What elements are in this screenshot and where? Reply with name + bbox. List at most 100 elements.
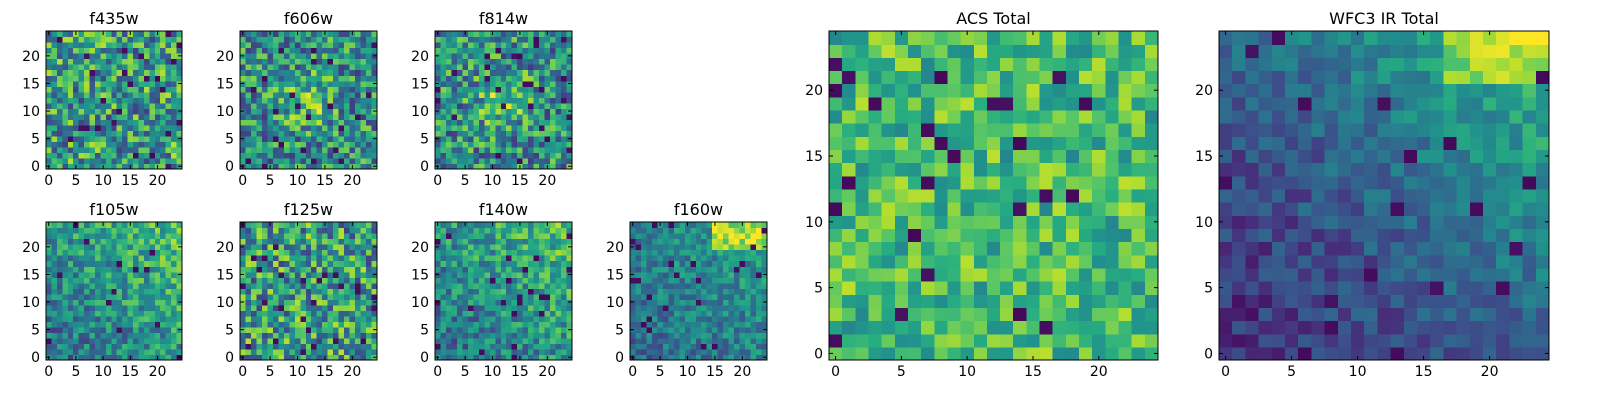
heatmap-cell xyxy=(462,348,469,356)
heatmap-cell xyxy=(294,47,301,54)
heatmap-cell xyxy=(316,233,323,240)
heatmap-cell xyxy=(550,80,557,87)
heatmap-cell xyxy=(435,157,442,165)
heatmap-cell xyxy=(500,86,507,93)
heatmap-cell xyxy=(176,119,183,126)
heatmap-cell xyxy=(550,146,557,154)
heatmap-cell xyxy=(73,271,80,278)
heatmap-cell xyxy=(462,69,469,76)
heatmap-cell xyxy=(327,135,334,142)
heatmap-cell xyxy=(435,310,442,317)
heatmap-cell xyxy=(630,260,637,267)
heatmap-cell xyxy=(105,348,112,356)
heatmap-cell xyxy=(84,288,91,295)
heatmap-cell xyxy=(528,227,535,234)
heatmap-cell xyxy=(316,222,323,229)
heatmap-cell xyxy=(467,152,474,159)
heatmap-cell xyxy=(67,64,74,71)
heatmap-cell xyxy=(539,315,546,322)
heatmap-cell xyxy=(245,135,252,142)
heatmap-cell xyxy=(566,91,573,98)
panel-title: f606w xyxy=(284,9,333,28)
heatmap-cell xyxy=(881,175,896,190)
heatmap-cell xyxy=(500,277,507,284)
heatmap-cell xyxy=(272,86,279,93)
heatmap-cell xyxy=(333,152,340,159)
heatmap-cell xyxy=(171,299,178,306)
heatmap-cell xyxy=(495,42,502,49)
heatmap-cell xyxy=(440,299,447,306)
heatmap-cell xyxy=(338,260,345,267)
heatmap-cell xyxy=(51,135,58,142)
heatmap-cell xyxy=(245,42,252,49)
heatmap-cell xyxy=(316,119,323,126)
heatmap-cell xyxy=(561,146,568,154)
heatmap-cell xyxy=(533,288,540,295)
heatmap-cell xyxy=(528,238,535,245)
heatmap-cell xyxy=(300,227,307,234)
heatmap-cell xyxy=(267,249,274,256)
heatmap-cell xyxy=(544,343,551,350)
heatmap-cell xyxy=(56,227,63,234)
heatmap-cell xyxy=(561,277,568,284)
heatmap-cell xyxy=(355,332,362,339)
heatmap-cell xyxy=(305,299,312,306)
heatmap-cell xyxy=(712,227,719,234)
heatmap-cell xyxy=(127,75,134,82)
heatmap-cell xyxy=(522,348,529,356)
heatmap-cell xyxy=(78,282,85,289)
heatmap-cell xyxy=(344,222,351,229)
heatmap-cell xyxy=(138,80,145,87)
heatmap-cell xyxy=(673,348,680,356)
heatmap-cell xyxy=(679,227,686,234)
heatmap-cell xyxy=(154,119,161,126)
heatmap-cell xyxy=(289,310,296,317)
heatmap-cell xyxy=(371,91,378,98)
heatmap-cell xyxy=(138,282,145,289)
heatmap-cell xyxy=(478,58,485,65)
heatmap-cell xyxy=(462,282,469,289)
heatmap-cell xyxy=(73,233,80,240)
heatmap-cell xyxy=(544,293,551,300)
heatmap-cell xyxy=(651,343,658,350)
heatmap-cell xyxy=(116,315,123,322)
heatmap-cell xyxy=(555,113,562,120)
heatmap-cell xyxy=(473,130,480,137)
heatmap-cell xyxy=(522,108,529,115)
heatmap-cell xyxy=(640,332,648,339)
heatmap-cell xyxy=(500,354,507,361)
heatmap-cell xyxy=(511,282,518,289)
heatmap-cell xyxy=(723,315,730,322)
heatmap-cell xyxy=(105,141,112,148)
heatmap-cell xyxy=(550,255,557,262)
heatmap-cell xyxy=(907,294,922,308)
heatmap-cell xyxy=(78,80,85,87)
heatmap-cell xyxy=(349,119,356,126)
heatmap-cell xyxy=(267,288,274,295)
heatmap-cell xyxy=(511,146,518,154)
heatmap-cell xyxy=(278,337,285,345)
heatmap-cell xyxy=(761,310,768,317)
heatmap-cell xyxy=(506,293,513,300)
heatmap-cell xyxy=(355,119,362,126)
heatmap-cell xyxy=(907,162,922,177)
heatmap-cell xyxy=(100,157,107,165)
heatmap-cell xyxy=(555,53,562,60)
heatmap-cell xyxy=(1144,162,1159,177)
heatmap-cell xyxy=(133,332,140,339)
heatmap-cell xyxy=(561,326,568,333)
heatmap-cell xyxy=(484,108,491,115)
heatmap-cell xyxy=(245,97,252,104)
heatmap-cell xyxy=(138,348,145,356)
heatmap-cell xyxy=(171,97,178,104)
heatmap-cell xyxy=(723,222,730,229)
heatmap-cell xyxy=(451,266,458,273)
heatmap-cell xyxy=(907,281,922,295)
heatmap-cell xyxy=(745,315,752,322)
heatmap-cell xyxy=(143,64,150,71)
heatmap-cell xyxy=(305,332,312,339)
heatmap-cell xyxy=(256,326,263,333)
heatmap-cell xyxy=(484,130,491,137)
heatmap-cell xyxy=(706,354,713,361)
heatmap-cell xyxy=(327,75,334,82)
